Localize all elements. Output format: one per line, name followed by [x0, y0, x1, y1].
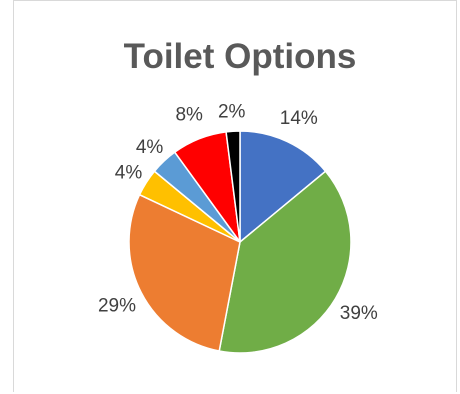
pie-label-1: 39% [340, 303, 378, 324]
pie-labels: 14% 39% 29% 4% 4% 8% 2% [98, 101, 378, 324]
pie-slices [128, 130, 352, 354]
pie-label-3: 4% [115, 162, 143, 183]
pie-label-4: 4% [136, 137, 164, 158]
pie-label-5: 8% [175, 105, 203, 126]
chart-title: Toilet Options [124, 37, 357, 76]
pie-label-2: 29% [98, 296, 136, 317]
pie-label-6: 2% [218, 101, 246, 122]
pie-slice-6 [225, 130, 241, 243]
pie-slice-2 [128, 193, 241, 352]
pie-slice-0 [239, 130, 327, 244]
pie-label-0: 14% [280, 108, 318, 129]
pie-slice-1 [218, 170, 352, 354]
